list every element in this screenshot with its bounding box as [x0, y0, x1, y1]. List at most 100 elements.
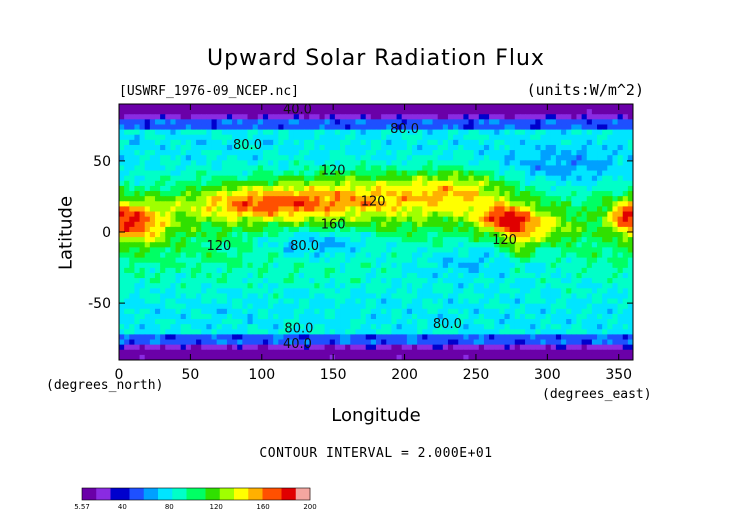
heatmap-cell — [612, 324, 619, 330]
heatmap-cell — [489, 334, 495, 341]
heatmap-cell — [586, 313, 593, 320]
heatmap-cell — [535, 242, 542, 248]
heatmap-cell — [376, 257, 382, 264]
heatmap-cell — [216, 144, 223, 151]
heatmap-cell — [196, 139, 202, 146]
heatmap-cell — [576, 160, 583, 167]
heatmap-cell — [591, 180, 598, 187]
heatmap-cell — [165, 242, 171, 248]
heatmap-cell — [283, 124, 290, 131]
heatmap-cell — [298, 252, 305, 259]
heatmap-cell — [381, 155, 387, 161]
heatmap-cell — [360, 109, 367, 115]
heatmap-cell — [324, 114, 331, 120]
heatmap-cell — [221, 303, 228, 310]
heatmap-cell — [494, 313, 500, 320]
heatmap-cell — [237, 211, 243, 218]
heatmap-cell — [165, 104, 171, 110]
heatmap-cell — [129, 139, 136, 146]
heatmap-cell — [257, 283, 264, 289]
heatmap-cell — [304, 354, 310, 360]
heatmap-cell — [422, 344, 428, 351]
heatmap-cell — [571, 247, 578, 254]
heatmap-cell — [160, 242, 166, 248]
heatmap-cell — [345, 175, 351, 182]
heatmap-cell — [376, 155, 382, 161]
heatmap-cell — [386, 242, 393, 248]
heatmap-cell — [473, 150, 480, 156]
heatmap-cell — [447, 334, 454, 341]
heatmap-cell — [417, 109, 423, 115]
heatmap-cell — [463, 303, 470, 310]
heatmap-cell — [396, 257, 403, 264]
heatmap-cell — [365, 134, 372, 141]
heatmap-cell — [262, 324, 269, 330]
heatmap-cell — [401, 185, 408, 192]
heatmap-cell — [427, 354, 434, 360]
heatmap-cell — [525, 119, 531, 126]
heatmap-cell — [314, 160, 321, 167]
heatmap-cell — [216, 329, 223, 335]
heatmap-cell — [617, 329, 624, 335]
heatmap-cell — [581, 334, 588, 341]
heatmap-cell — [586, 252, 593, 259]
heatmap-cell — [607, 324, 614, 330]
heatmap-cell — [422, 242, 428, 248]
heatmap-cell — [144, 257, 151, 264]
heatmap-cell — [411, 114, 418, 120]
heatmap-cell — [165, 170, 171, 177]
heatmap-cell — [447, 155, 454, 161]
heatmap-cell — [237, 242, 243, 248]
heatmap-cell — [473, 124, 480, 131]
heatmap-cell — [298, 185, 305, 192]
heatmap-cell — [545, 272, 552, 279]
heatmap-cell — [304, 175, 310, 182]
heatmap-cell — [386, 211, 393, 218]
heatmap-cell — [185, 344, 192, 351]
heatmap-cell — [453, 119, 459, 126]
heatmap-cell — [494, 119, 500, 126]
heatmap-cell — [139, 134, 146, 141]
heatmap-cell — [386, 272, 393, 279]
heatmap-cell — [478, 191, 485, 197]
heatmap-cell — [514, 288, 521, 295]
heatmap-cell — [391, 134, 398, 141]
heatmap-cell — [304, 349, 310, 356]
heatmap-cell — [350, 349, 357, 356]
heatmap-cell — [211, 257, 218, 264]
heatmap-cell — [242, 109, 249, 115]
heatmap-cell — [257, 247, 264, 254]
heatmap-cell — [201, 221, 207, 228]
heatmap-cell — [252, 144, 259, 151]
heatmap-cell — [545, 196, 552, 202]
heatmap-cell — [442, 191, 449, 197]
heatmap-cell — [340, 109, 346, 115]
heatmap-cell — [540, 262, 547, 269]
heatmap-cell — [458, 303, 464, 310]
heatmap-cell — [154, 339, 161, 346]
heatmap-cell — [226, 308, 233, 315]
heatmap-cell — [355, 349, 362, 356]
heatmap-cell — [386, 293, 393, 300]
heatmap-cell — [406, 185, 413, 192]
heatmap-cell — [489, 237, 495, 243]
heatmap-cell — [273, 165, 279, 172]
heatmap-cell — [427, 349, 434, 356]
heatmap-cell — [473, 313, 480, 320]
heatmap-cell — [190, 247, 197, 254]
heatmap-cell — [602, 144, 608, 151]
heatmap-cell — [226, 196, 233, 202]
heatmap-cell — [149, 349, 156, 356]
heatmap-cell — [627, 324, 633, 330]
heatmap-cell — [376, 124, 382, 131]
heatmap-cell — [180, 129, 187, 136]
heatmap-cell — [206, 308, 213, 315]
heatmap-cell — [504, 257, 511, 264]
heatmap-cell — [550, 119, 557, 126]
heatmap-cell — [216, 175, 223, 182]
heatmap-cell — [314, 288, 321, 295]
heatmap-cell — [566, 313, 572, 320]
heatmap-cell — [381, 216, 387, 223]
heatmap-cell — [453, 134, 459, 141]
heatmap-cell — [144, 119, 151, 126]
